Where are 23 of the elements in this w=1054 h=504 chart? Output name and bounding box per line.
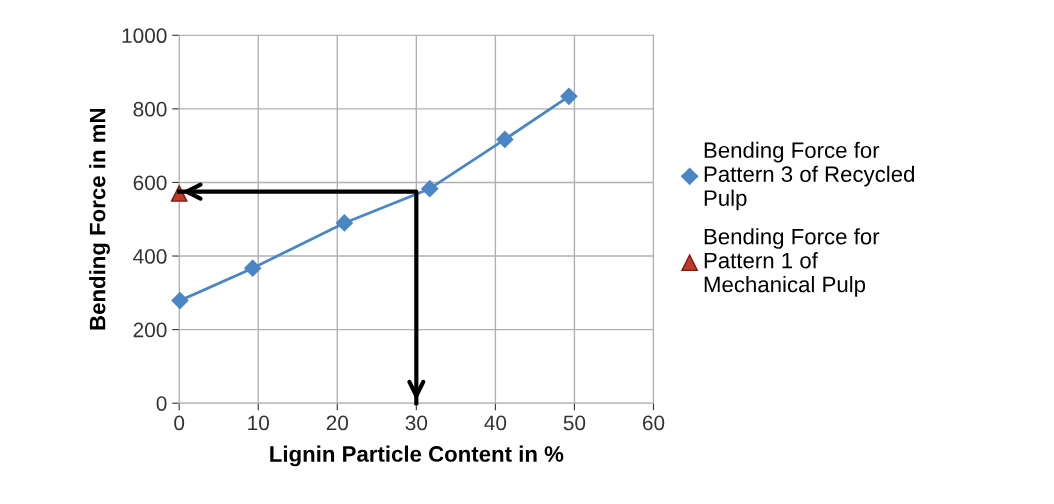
point <box>171 291 189 310</box>
point <box>560 87 578 105</box>
x-tick-label: 60 <box>642 415 665 431</box>
x-tick-label: 10 <box>248 415 269 431</box>
legend-label: Bending Force for Pattern 3 of Recycled Pulp <box>704 141 914 211</box>
y-tick-label: 0 <box>156 396 167 411</box>
x-axis-title: Lignin Particle Content in % <box>270 445 564 467</box>
point <box>335 214 353 232</box>
legend-label: Bending Force for Pattern 1 of Mechanical Pulp <box>704 228 880 297</box>
y-tick-label: 600 <box>133 175 167 191</box>
y-axis-title: Bending Force in mN <box>89 109 110 330</box>
x-tick-label: 0 <box>174 415 185 431</box>
x-tick-label: 50 <box>563 415 586 431</box>
x-tick-label: 30 <box>405 415 428 431</box>
x-tick-label: 20 <box>326 415 349 431</box>
y-tick-label: 200 <box>133 322 167 338</box>
y-tick-label: 800 <box>133 101 167 117</box>
y-tick-label: 400 <box>133 249 167 264</box>
x-tick-label: 40 <box>484 415 507 431</box>
y-tick-label: 1000 <box>122 28 167 44</box>
point <box>421 180 439 198</box>
point <box>496 130 514 148</box>
point <box>244 259 262 277</box>
